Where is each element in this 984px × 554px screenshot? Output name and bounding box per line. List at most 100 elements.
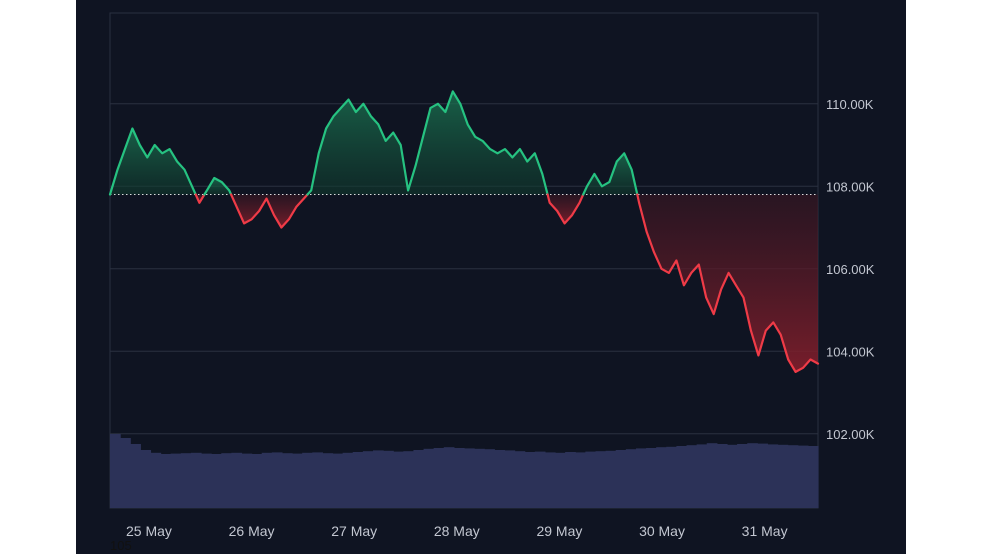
area-fill-down [637,194,818,372]
volume-bar [322,453,334,508]
price-line-down [230,193,309,229]
volume-bar [140,450,152,508]
volume-bar [534,451,546,508]
volume-bar [413,450,425,508]
volume-bar [737,444,748,508]
y-tick-label: 110.00K [826,97,874,112]
volume-bar [443,447,455,508]
volume-bar [656,447,667,508]
volume-bar [555,452,566,508]
volume-bar [635,448,647,508]
volume-bar [524,452,536,508]
volume-bar [585,451,597,508]
volume-bar [575,452,586,508]
volume-bar [777,444,789,508]
footer-label: 105 [110,538,132,553]
volume-bar [170,453,182,508]
area-fill-down [547,194,584,224]
volume-bar [767,444,779,508]
area-fill-up [110,128,196,195]
volume-bar [362,451,374,508]
volume-bar [281,453,293,508]
volume-bar [110,434,121,508]
volume-bar [211,454,222,508]
volume-bars [110,434,819,508]
chart-panel: 110.00K 108.00K 106.00K 104.00K 102.00K 25 M… [76,0,906,554]
volume-bar [130,444,141,508]
volume-bar [615,450,627,508]
x-tick-label: 29 May [536,523,582,539]
volume-bar [120,438,131,508]
volume-bar [231,452,243,508]
y-tick-label: 108.00K [826,179,875,194]
volume-bar [372,450,384,508]
volume-bar [514,451,526,508]
y-tick-label: 106.00K [826,262,875,277]
volume-bar [797,445,809,508]
volume-bar [160,454,172,508]
volume-bar [605,450,617,508]
volume-bar [595,451,607,508]
x-axis: 25 May 26 May 27 May 28 May 29 May 30 May 31 M… [126,523,788,539]
volume-bar [787,445,799,508]
volume-bar [676,446,688,508]
price-line-up [108,127,197,196]
price-line-up [203,176,233,196]
y-axis: 110.00K 108.00K 106.00K 104.00K 102.00K [826,97,875,442]
volume-bar [201,453,212,508]
x-tick-label: 31 May [742,523,788,539]
price-line-up [306,90,549,196]
volume-bar [474,448,485,508]
volume-bar [271,452,283,508]
volume-bar [706,443,718,508]
price-line-up [582,152,639,196]
volume-bar [383,450,394,508]
volume-bar [261,452,273,508]
volume-bar [180,453,192,508]
x-tick-label: 25 May [126,523,172,539]
price-line [108,90,820,373]
volume-bar [423,448,435,508]
volume-bar [686,445,698,508]
price-line-down [546,193,585,225]
x-tick-label: 27 May [331,523,377,539]
volume-bar [190,452,202,508]
price-line-down [636,193,820,373]
volume-bar [302,452,313,508]
volume-bar [757,443,769,508]
area-fill-up [204,178,232,195]
volume-bar [403,451,415,508]
volume-bar [292,453,303,508]
area-fill-up [307,91,548,195]
volume-bar [433,448,445,508]
volume-bar [646,448,657,508]
volume-bar [484,449,495,508]
x-tick-label: 26 May [229,523,275,539]
volume-bar [221,453,232,508]
volume-bar [696,444,708,508]
x-tick-label: 28 May [434,523,480,539]
volume-bar [453,448,465,508]
volume-bar [332,453,344,508]
volume-bar [312,452,323,508]
volume-bar [716,444,728,508]
x-tick-label: 30 May [639,523,685,539]
price-chart: 110.00K 108.00K 106.00K 104.00K 102.00K 25 M… [108,12,875,539]
volume-bar [352,452,364,508]
volume-bar [504,450,516,508]
volume-bar [494,450,506,508]
volume-bar [747,443,758,508]
area-fills [110,91,818,372]
volume-bar [342,452,354,508]
volume-bar [251,454,263,508]
volume-bar [150,452,162,508]
volume-bar [625,449,637,508]
area-fill-up [583,153,638,195]
volume-bar [544,452,556,508]
volume-bar [393,451,404,508]
y-tick-label: 102.00K [826,427,875,442]
volume-bar [726,444,738,508]
volume-bar [565,452,576,508]
volume-bar [464,448,475,508]
y-tick-label: 104.00K [826,344,875,359]
